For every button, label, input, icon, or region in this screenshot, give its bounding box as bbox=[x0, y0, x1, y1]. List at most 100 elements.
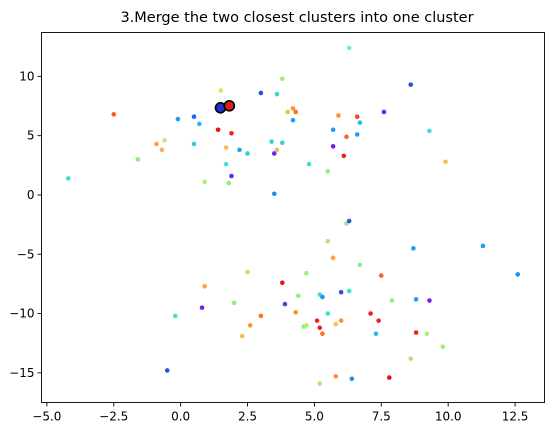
data-point bbox=[408, 82, 414, 87]
data-point bbox=[389, 298, 395, 303]
y-tick-label: −5 bbox=[17, 247, 35, 261]
data-point bbox=[247, 323, 253, 328]
points-layer bbox=[65, 45, 521, 386]
plot-frame bbox=[41, 32, 545, 403]
data-point bbox=[111, 112, 117, 117]
x-tick-label: 10.0 bbox=[435, 410, 462, 424]
data-point bbox=[515, 272, 521, 277]
data-point bbox=[346, 218, 352, 224]
data-point bbox=[293, 310, 298, 315]
data-point bbox=[279, 140, 285, 146]
data-point bbox=[338, 318, 344, 323]
data-point bbox=[333, 321, 339, 327]
data-point bbox=[480, 243, 486, 249]
data-point bbox=[223, 145, 229, 150]
data-point bbox=[229, 173, 234, 179]
data-point bbox=[279, 280, 285, 286]
y-axis-ticks: −15 −10 −5 0 5 10 bbox=[9, 69, 42, 380]
data-point bbox=[424, 331, 430, 337]
data-point bbox=[239, 333, 245, 339]
data-point bbox=[338, 289, 344, 295]
data-point bbox=[237, 147, 242, 153]
data-point bbox=[443, 159, 448, 165]
y-tick-label: 10 bbox=[19, 69, 34, 83]
data-point bbox=[346, 45, 352, 51]
data-point bbox=[274, 91, 280, 97]
data-point bbox=[199, 305, 205, 310]
data-point bbox=[274, 147, 280, 153]
x-tick-label: −2.5 bbox=[99, 410, 128, 424]
data-point bbox=[320, 331, 325, 337]
data-point bbox=[191, 141, 197, 147]
x-tick-label: 2.5 bbox=[238, 410, 257, 424]
x-tick-label: 12.5 bbox=[502, 410, 529, 424]
data-point bbox=[269, 139, 274, 144]
data-point bbox=[296, 293, 301, 299]
data-point bbox=[427, 128, 432, 134]
data-point bbox=[229, 131, 234, 136]
data-point bbox=[317, 381, 323, 386]
data-point bbox=[413, 297, 419, 302]
data-point bbox=[330, 255, 336, 261]
data-point bbox=[304, 270, 309, 276]
data-point bbox=[349, 376, 355, 382]
data-point bbox=[357, 120, 363, 125]
data-point bbox=[314, 318, 320, 323]
data-point bbox=[408, 356, 414, 361]
data-point bbox=[346, 288, 352, 294]
plot-area bbox=[41, 32, 545, 403]
data-point bbox=[387, 375, 392, 380]
data-point bbox=[373, 331, 379, 337]
y-tick-label: −15 bbox=[9, 366, 34, 380]
data-point bbox=[413, 330, 419, 335]
data-point bbox=[306, 161, 312, 167]
data-point bbox=[172, 313, 178, 319]
data-point bbox=[317, 325, 323, 331]
x-tick-label: 7.5 bbox=[372, 410, 391, 424]
data-point bbox=[357, 262, 363, 268]
y-tick-label: 0 bbox=[27, 188, 35, 202]
data-point bbox=[333, 374, 339, 379]
data-point bbox=[202, 283, 208, 289]
data-point bbox=[245, 269, 250, 275]
data-point bbox=[285, 109, 290, 115]
data-point bbox=[411, 246, 416, 251]
data-point bbox=[282, 301, 288, 307]
data-point bbox=[330, 144, 336, 149]
data-point bbox=[427, 298, 432, 303]
data-point bbox=[65, 176, 71, 181]
data-point bbox=[341, 153, 347, 159]
y-tick-label: 5 bbox=[27, 129, 35, 143]
data-point bbox=[258, 90, 264, 96]
data-point bbox=[354, 114, 360, 119]
data-point bbox=[223, 161, 229, 167]
data-point bbox=[325, 238, 331, 244]
data-point bbox=[354, 132, 360, 137]
chart-title: 3.Merge the two closest clusters into on… bbox=[120, 10, 473, 26]
data-point bbox=[202, 179, 208, 185]
data-point bbox=[290, 117, 296, 123]
data-point bbox=[368, 311, 373, 316]
data-point bbox=[271, 151, 277, 156]
data-point bbox=[376, 318, 381, 323]
x-axis-ticks: −5.0 −2.5 0.0 2.5 5.0 7.5 10.0 12.5 bbox=[32, 402, 529, 424]
data-point bbox=[231, 300, 237, 306]
data-point bbox=[175, 116, 181, 122]
data-point bbox=[215, 127, 221, 133]
data-point bbox=[218, 88, 224, 93]
data-point bbox=[245, 151, 250, 156]
x-tick-label: 0.0 bbox=[171, 410, 190, 424]
data-point bbox=[304, 323, 309, 328]
x-tick-label: −5.0 bbox=[32, 410, 61, 424]
merged-cluster-point bbox=[223, 99, 236, 112]
data-point bbox=[325, 168, 331, 174]
data-point bbox=[336, 113, 341, 118]
data-point bbox=[325, 311, 331, 316]
data-point bbox=[135, 157, 141, 162]
data-point bbox=[159, 147, 165, 153]
data-point bbox=[197, 121, 202, 127]
data-point bbox=[440, 344, 446, 350]
data-point bbox=[279, 76, 285, 82]
data-point bbox=[290, 106, 296, 111]
data-point bbox=[330, 127, 336, 133]
